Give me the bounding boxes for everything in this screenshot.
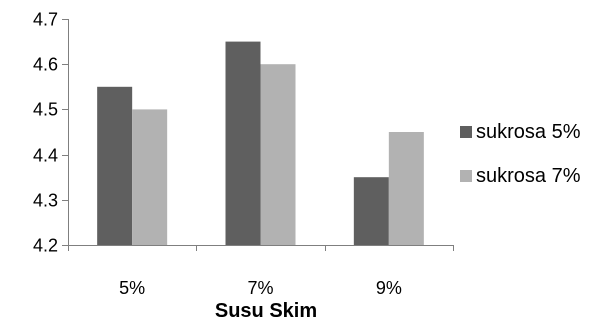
bars [97,41,424,246]
y-tick-label: 4.2 [33,236,58,256]
x-category-label: 7% [247,278,273,298]
x-axis-category-labels: 5% 7% 9% [119,278,402,298]
legend-label: sukrosa 7% [476,165,581,187]
y-tick-label: 4.3 [33,191,58,211]
y-tick-label: 4.5 [33,100,58,120]
bar-sukrosa-7--1 [260,64,296,245]
legend-swatch [460,126,472,138]
legend-swatch [460,170,472,182]
bar-sukrosa-7--2 [388,132,424,245]
bar-sukrosa-5--0 [97,86,133,245]
y-tick-label: 4.7 [33,10,58,30]
y-tick-label: 4.6 [33,55,58,75]
x-category-label: 5% [119,278,145,298]
bar-sukrosa-5--2 [353,177,389,245]
bar-sukrosa-7--0 [132,109,168,246]
x-category-label: 9% [376,278,402,298]
x-axis-title: Susu Skim [215,300,317,322]
legend: sukrosa 5% sukrosa 7% [460,121,581,187]
bar-sukrosa-5--1 [225,41,261,245]
y-tick-label: 4.4 [33,146,58,166]
legend-label: sukrosa 5% [476,121,581,143]
axes [68,19,454,251]
y-axis-ticks: 4.2 4.3 4.4 4.5 4.6 4.7 [33,10,68,256]
